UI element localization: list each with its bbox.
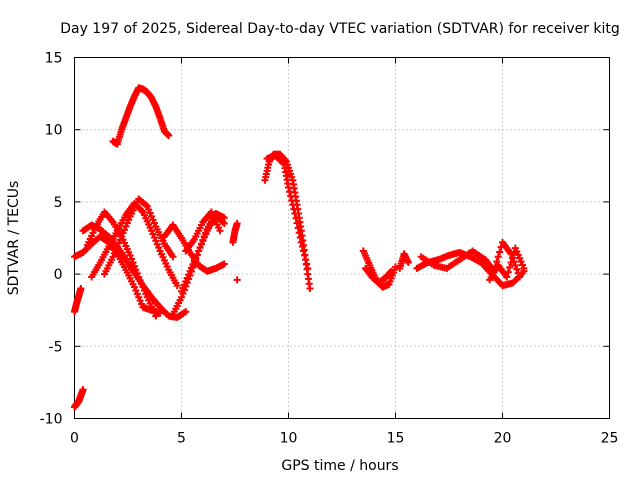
data-point	[291, 209, 299, 217]
series-arc-c	[88, 199, 181, 290]
chart-title: Day 197 of 2025, Sidereal Day-to-day VTE…	[60, 21, 620, 37]
data-point	[195, 247, 203, 255]
data-point	[288, 196, 296, 204]
data-point	[216, 227, 224, 235]
data-points	[71, 84, 528, 411]
series-arc-h	[178, 209, 228, 295]
data-point	[200, 233, 208, 241]
data-point	[233, 220, 241, 228]
series-arc-f	[160, 221, 228, 275]
data-point	[79, 386, 87, 394]
data-point	[152, 312, 160, 320]
x-tick-label: 20	[494, 431, 512, 447]
data-point	[295, 229, 303, 237]
data-point	[233, 276, 241, 284]
data-point	[506, 263, 514, 271]
series-arc-mid-right2	[362, 264, 395, 287]
data-point	[197, 240, 205, 248]
y-tick-label: 5	[54, 195, 63, 211]
x-tick-label: 5	[177, 431, 186, 447]
data-point	[220, 214, 228, 222]
series-arc-d	[79, 221, 190, 321]
series-arc-b	[83, 208, 160, 320]
data-point	[293, 219, 301, 227]
series-arc-e	[100, 195, 177, 278]
data-point	[202, 229, 210, 237]
data-point	[297, 238, 305, 246]
axis-ticks: 0 5 10 15 20 25 -10 -5 0 5 10 15	[40, 51, 619, 447]
data-point	[285, 183, 292, 191]
data-point	[290, 205, 298, 213]
data-point	[520, 264, 528, 272]
series-arc-neg9	[71, 386, 87, 411]
data-point	[289, 201, 297, 209]
series-arc-r4	[486, 244, 528, 284]
data-point	[173, 282, 181, 290]
series-arc-r3	[417, 238, 524, 281]
data-point	[286, 188, 294, 196]
data-point	[513, 265, 521, 273]
x-axis-label: GPS time / hours	[281, 458, 398, 474]
y-tick-label: 10	[45, 123, 63, 139]
data-point	[404, 259, 412, 267]
data-point	[306, 285, 314, 293]
data-point	[165, 131, 173, 139]
data-point	[496, 248, 504, 256]
data-point	[126, 251, 134, 259]
data-point	[298, 243, 306, 251]
data-point	[169, 253, 177, 261]
data-point	[511, 261, 519, 269]
data-point	[296, 234, 304, 242]
data-point	[199, 236, 207, 244]
x-tick-label: 15	[387, 431, 405, 447]
series-arc-start-low	[71, 285, 85, 316]
data-point	[302, 256, 310, 264]
data-point	[220, 260, 228, 268]
y-tick-label: 15	[45, 51, 63, 67]
y-tick-label: 0	[54, 267, 63, 283]
series-arc-i	[182, 208, 224, 255]
data-point	[386, 268, 394, 276]
series-arc-high-left	[109, 84, 173, 148]
data-point	[294, 224, 302, 232]
data-point	[514, 269, 522, 277]
data-point	[77, 285, 85, 293]
data-point	[303, 260, 311, 268]
data-point	[299, 247, 307, 255]
y-axis-label: SDTVAR / TECUs	[6, 181, 22, 296]
series-arc-j	[229, 220, 241, 246]
data-point	[516, 273, 524, 281]
data-point	[196, 243, 204, 251]
data-point	[503, 273, 511, 281]
data-point	[387, 267, 395, 275]
data-point	[504, 268, 512, 276]
x-tick-label: 0	[70, 431, 79, 447]
data-point	[304, 264, 312, 272]
series-arc-mid-top2	[263, 152, 312, 272]
data-point	[507, 259, 515, 267]
series-arc-k	[233, 276, 241, 284]
data-point	[494, 253, 502, 261]
y-tick-label: -10	[40, 412, 63, 428]
data-point	[292, 214, 300, 222]
data-point	[301, 251, 309, 259]
x-tick-label: 25	[601, 431, 619, 447]
data-point	[182, 308, 190, 316]
y-tick-label: -5	[49, 339, 63, 355]
x-tick-label: 10	[280, 431, 298, 447]
series-arc-r1	[396, 250, 412, 272]
data-point	[493, 258, 501, 266]
data-point	[287, 192, 295, 200]
plot-frame	[74, 57, 610, 419]
data-point	[508, 254, 516, 262]
